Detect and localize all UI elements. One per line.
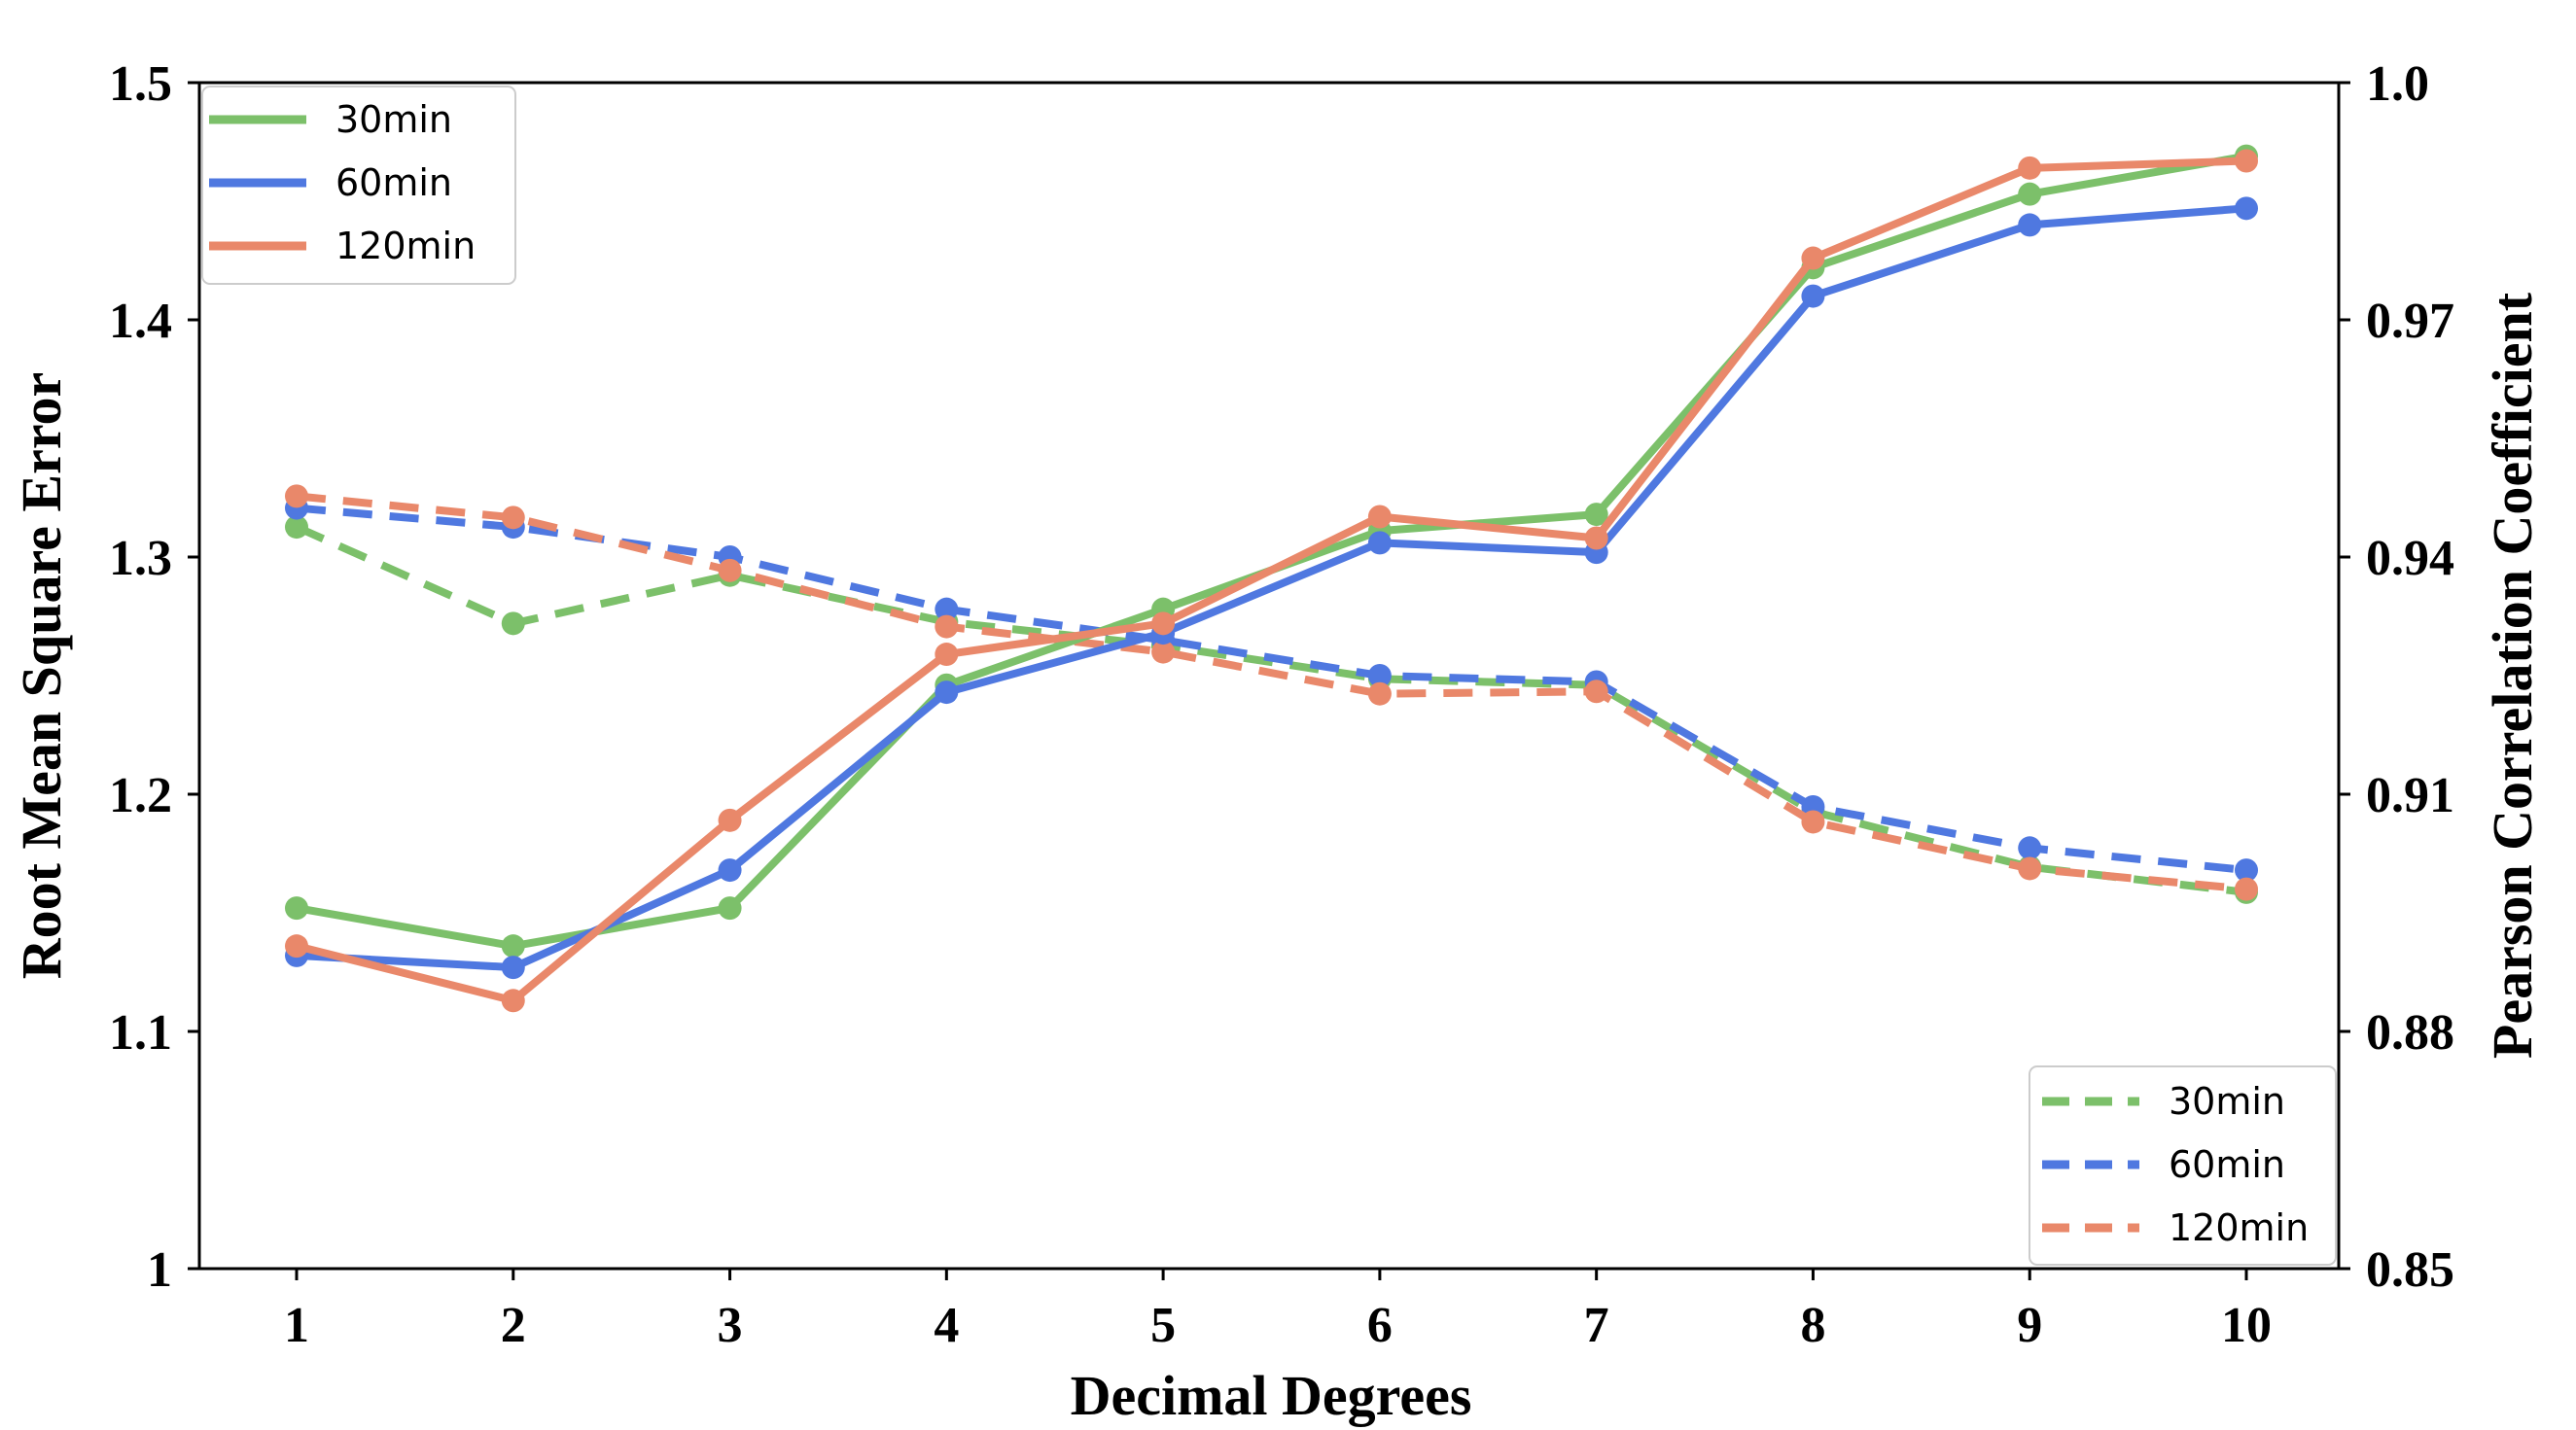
x-axis-title: Decimal Degrees <box>1071 1364 1472 1427</box>
pearson-point-120min <box>935 614 959 639</box>
rmse-line-60min <box>296 204 2247 972</box>
x-tick-label: 7 <box>1584 1298 1609 1353</box>
left-y-tick-label: 1 <box>147 1242 172 1298</box>
pearson-line-30min <box>295 523 2247 896</box>
rmse-series-group <box>285 144 2258 1013</box>
rmse-point-120min <box>2018 156 2042 180</box>
left-y-tick-label: 1.4 <box>109 294 172 349</box>
pearson-line-120min <box>296 492 2247 893</box>
x-tick-label: 8 <box>1800 1298 1825 1353</box>
rmse-point-60min <box>1367 531 1392 555</box>
rmse-point-120min <box>718 808 742 832</box>
right-y-axis-ticks: 0.85 0.88 0.91 0.94 0.97 1.0 <box>2339 56 2454 1298</box>
x-tick-label: 2 <box>501 1298 526 1353</box>
pearson-point-120min <box>2235 877 2258 901</box>
x-tick-label: 4 <box>934 1298 959 1353</box>
rmse-point-120min <box>1584 526 1608 550</box>
pearson-point-120min <box>1367 681 1392 706</box>
pearson-point-120min <box>1584 680 1608 704</box>
pearson-point-60min <box>2018 836 2042 860</box>
legend-solid: 30min 60min 120min <box>201 86 516 285</box>
right-y-tick-label: 1.0 <box>2366 56 2429 112</box>
right-y-tick-label: 0.97 <box>2366 294 2454 349</box>
rmse-point-120min <box>935 643 959 667</box>
pearson-point-60min <box>1367 664 1392 687</box>
pearson-point-60min <box>935 597 959 621</box>
rmse-point-30min <box>2018 182 2042 206</box>
rmse-point-30min <box>1584 503 1608 527</box>
x-axis-ticks: 1 2 3 4 5 6 7 8 9 10 <box>284 1269 2272 1353</box>
legend-label-30min: 30min <box>335 98 452 141</box>
legend-label-30min: 30min <box>2169 1080 2285 1123</box>
legend-label-120min: 120min <box>335 225 476 267</box>
rmse-point-30min <box>285 896 308 921</box>
legend-solid-box <box>201 86 516 285</box>
pearson-point-60min <box>2235 858 2258 883</box>
rmse-point-120min <box>1151 611 1176 636</box>
pearson-point-120min <box>718 558 742 582</box>
rmse-point-120min <box>2235 149 2258 173</box>
rmse-point-30min <box>718 896 742 921</box>
legend-label-60min: 60min <box>2169 1143 2285 1186</box>
legend-label-120min: 120min <box>2169 1206 2309 1249</box>
pearson-point-120min <box>285 484 308 508</box>
rmse-point-60min <box>718 858 742 883</box>
x-tick-label: 10 <box>2221 1298 2272 1353</box>
rmse-point-60min <box>1801 284 1825 308</box>
rmse-point-60min <box>501 956 525 980</box>
rmse-point-120min <box>501 989 525 1013</box>
rmse-point-120min <box>1367 505 1392 529</box>
pearson-point-120min <box>501 506 525 530</box>
rmse-point-120min <box>285 934 308 959</box>
pearson-point-30min <box>285 515 308 540</box>
rmse-point-120min <box>1801 246 1825 270</box>
rmse-point-30min <box>501 934 525 959</box>
pearson-series-group <box>285 484 2258 904</box>
right-y-tick-label: 0.91 <box>2366 768 2454 823</box>
right-y-tick-label: 0.94 <box>2366 531 2454 586</box>
legend-dashed-box <box>2029 1065 2337 1266</box>
rmse-point-60min <box>2235 196 2258 221</box>
pearson-line-60min <box>296 504 2247 875</box>
legend-dashed: 30min 60min 120min <box>2029 1065 2337 1266</box>
x-tick-label: 6 <box>1367 1298 1393 1353</box>
rmse-line-120min <box>296 157 2247 1005</box>
pearson-point-30min <box>501 611 525 636</box>
left-y-axis-title: Root Mean Square Error <box>10 372 73 980</box>
legend-label-60min: 60min <box>335 161 452 204</box>
left-y-tick-label: 1.1 <box>109 1005 172 1061</box>
rmse-point-60min <box>935 680 959 705</box>
pearson-point-120min <box>2018 856 2042 881</box>
left-y-tick-label: 1.3 <box>109 531 172 586</box>
rmse-point-60min <box>2018 213 2042 237</box>
left-y-axis-ticks: 1 1.1 1.2 1.3 1.4 1.5 <box>109 56 199 1298</box>
right-y-axis-title: Pearson Correlation Coefficient <box>2481 292 2544 1059</box>
x-tick-label: 3 <box>718 1298 743 1353</box>
pearson-point-120min <box>1151 640 1176 664</box>
right-y-tick-label: 0.88 <box>2366 1005 2454 1061</box>
rmse-line-30min <box>296 152 2247 951</box>
left-y-tick-label: 1.5 <box>109 56 172 112</box>
right-y-tick-label: 0.85 <box>2366 1242 2454 1298</box>
pearson-point-120min <box>1801 810 1825 834</box>
x-tick-label: 9 <box>2017 1298 2042 1353</box>
x-tick-label: 5 <box>1150 1298 1176 1353</box>
x-tick-label: 1 <box>284 1298 309 1353</box>
plot-frame <box>197 81 2341 1271</box>
left-y-tick-label: 1.2 <box>109 768 172 823</box>
